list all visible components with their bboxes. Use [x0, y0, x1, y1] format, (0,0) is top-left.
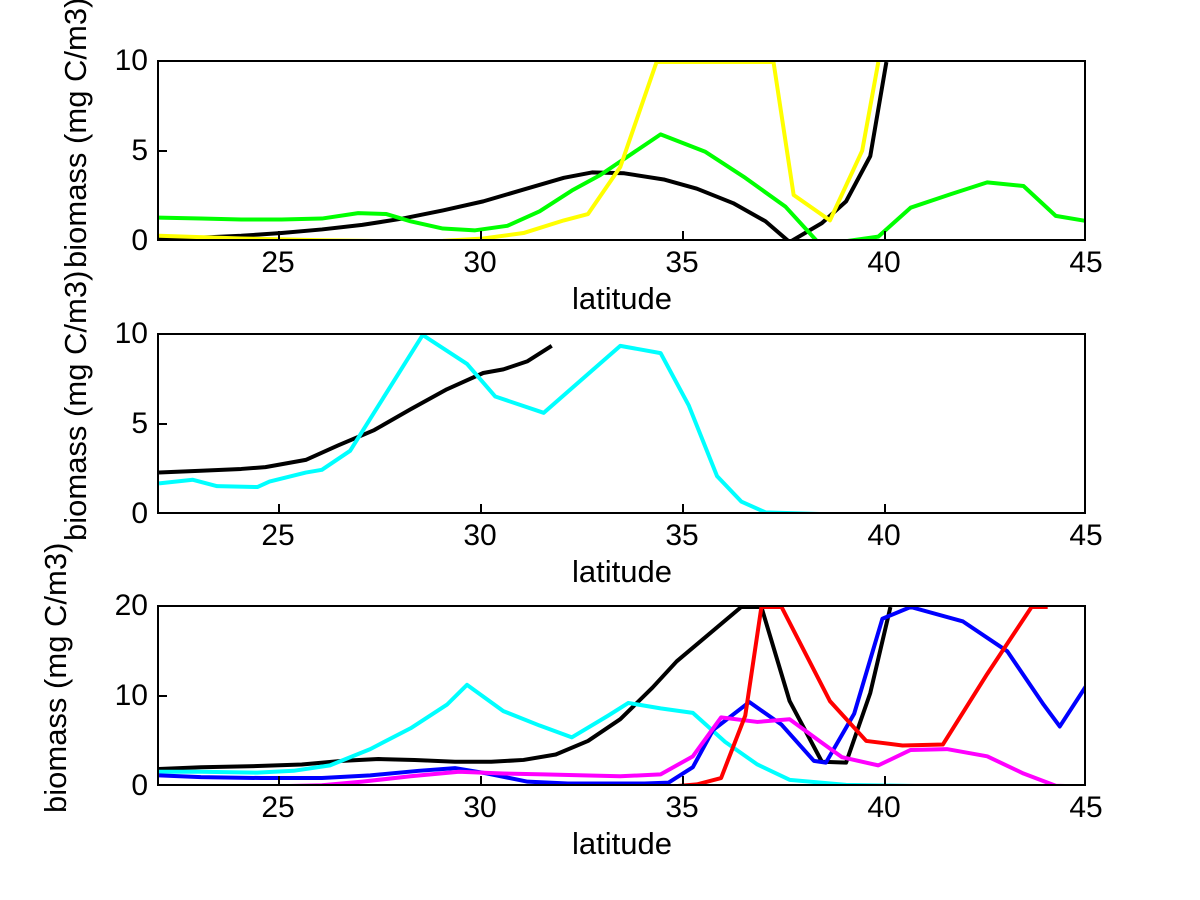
plot-area-bottom — [157, 605, 1086, 786]
series-line-cyan-series — [159, 335, 820, 512]
xaxis-title-middle: latitude — [572, 554, 672, 589]
xaxis-title-bottom: latitude — [572, 826, 672, 861]
xtick-mark — [278, 504, 280, 514]
chart-panel-middle: 10 5 0 25 30 35 40 45 latitude biomass (… — [0, 270, 1200, 587]
xtick-mark — [884, 504, 886, 514]
xtick-mark — [682, 504, 684, 514]
xtick-label-top-40: 40 — [867, 246, 901, 279]
xtick-label-middle-35: 35 — [665, 519, 699, 552]
xtick-label-middle-40: 40 — [867, 519, 901, 552]
ytick-label-middle-1: 5 — [131, 407, 148, 440]
ytick-mark — [157, 150, 167, 152]
xtick-mark — [682, 231, 684, 241]
series-line-black-series — [159, 344, 553, 475]
xtick-label-bottom-40: 40 — [867, 791, 901, 824]
series-line-magenta-series — [289, 715, 1066, 784]
ytick-label-top-2: 10 — [114, 44, 148, 77]
ytick-mark — [157, 695, 167, 697]
series-line-yellow-series — [159, 62, 881, 239]
xaxis-title-top: latitude — [572, 281, 672, 316]
yaxis-title-middle: biomass (mg C/m3) — [58, 270, 93, 541]
xtick-mark — [682, 776, 684, 786]
xtick-mark — [480, 504, 482, 514]
series-line-black-series — [159, 607, 893, 771]
xtick-label-middle-25: 25 — [261, 519, 295, 552]
series-line-black-series — [159, 62, 889, 239]
chart-panel-top: 10 5 0 25 30 35 40 45 latitude biomass (… — [0, 0, 1200, 314]
ytick-label-bottom-1: 10 — [114, 679, 148, 712]
plot-area-middle — [157, 333, 1086, 514]
xtick-mark — [278, 231, 280, 241]
xtick-mark — [884, 231, 886, 241]
series-canvas-top — [159, 62, 1084, 239]
xtick-label-middle-30: 30 — [463, 519, 497, 552]
ytick-label-bottom-0: 0 — [131, 769, 148, 802]
xtick-mark — [480, 776, 482, 786]
ytick-label-middle-0: 0 — [131, 497, 148, 530]
xtick-label-bottom-25: 25 — [261, 791, 295, 824]
xtick-mark — [884, 776, 886, 786]
xtick-label-top-30: 30 — [463, 246, 497, 279]
ytick-label-top-1: 5 — [131, 134, 148, 167]
ytick-mark — [157, 423, 167, 425]
ytick-label-middle-2: 10 — [114, 317, 148, 350]
series-line-red-series — [677, 607, 1048, 784]
ytick-label-top-0: 0 — [131, 224, 148, 257]
xtick-label-bottom-30: 30 — [463, 791, 497, 824]
xtick-label-bottom-45: 45 — [1069, 791, 1103, 824]
xtick-label-top-35: 35 — [665, 246, 699, 279]
series-line-blue-series — [159, 607, 1084, 784]
plot-area-top — [157, 60, 1086, 241]
series-canvas-bottom — [159, 607, 1084, 784]
yaxis-title-top: biomass (mg C/m3) — [58, 0, 93, 268]
xtick-mark — [278, 776, 280, 786]
yaxis-title-bottom: biomass (mg C/m3) — [38, 542, 73, 813]
series-line-green-series — [159, 132, 1084, 239]
chart-panel-bottom: 20 10 0 25 30 35 40 45 latitude biomass … — [0, 542, 1200, 900]
series-canvas-middle — [159, 335, 820, 512]
xtick-label-top-45: 45 — [1069, 246, 1103, 279]
xtick-label-bottom-35: 35 — [665, 791, 699, 824]
xtick-label-middle-45: 45 — [1069, 519, 1103, 552]
xtick-mark — [480, 231, 482, 241]
ytick-label-bottom-2: 20 — [114, 589, 148, 622]
series-line-cyan-series — [159, 682, 916, 784]
xtick-label-top-25: 25 — [261, 246, 295, 279]
